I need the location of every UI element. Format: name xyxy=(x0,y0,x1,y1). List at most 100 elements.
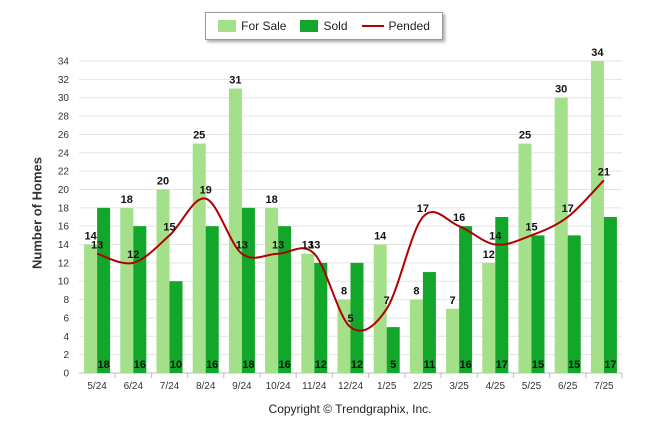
x-tick-label: 10/24 xyxy=(266,381,291,392)
y-tick-label: 12 xyxy=(58,258,70,269)
bar-sold xyxy=(386,327,400,373)
label-for-sale: 18 xyxy=(121,194,133,206)
bar-for-sale xyxy=(84,244,98,373)
y-tick-label: 2 xyxy=(63,350,69,361)
x-tick-label: 4/25 xyxy=(486,381,506,392)
bar-sold xyxy=(603,217,617,373)
label-sold: 15 xyxy=(568,359,580,371)
bar-for-sale xyxy=(337,299,351,373)
y-tick-label: 32 xyxy=(58,75,70,86)
x-tick-label: 1/25 xyxy=(377,381,397,392)
x-tick-label: 12/24 xyxy=(338,381,363,392)
y-tick-label: 26 xyxy=(58,130,70,141)
y-tick-label: 22 xyxy=(58,167,70,178)
bar-sold xyxy=(567,235,581,373)
legend-item-pended[interactable]: Pended xyxy=(361,19,430,33)
y-tick-label: 6 xyxy=(63,313,69,324)
bar-for-sale xyxy=(373,244,387,373)
y-tick-label: 10 xyxy=(58,277,70,288)
label-for-sale: 8 xyxy=(413,286,419,298)
label-for-sale: 14 xyxy=(84,231,97,243)
y-tick-label: 16 xyxy=(58,222,70,233)
bar-for-sale xyxy=(192,143,206,373)
y-tick-label: 8 xyxy=(63,295,69,306)
x-tick-label: 7/25 xyxy=(594,381,614,392)
label-for-sale: 12 xyxy=(483,249,495,261)
label-sold: 18 xyxy=(97,359,109,371)
label-for-sale: 14 xyxy=(374,231,387,243)
x-tick-label: 7/24 xyxy=(160,381,180,392)
bar-for-sale xyxy=(228,88,242,373)
legend: For Sale Sold Pended xyxy=(205,12,443,40)
bar-sold xyxy=(278,226,292,373)
bar-for-sale xyxy=(265,207,279,373)
bar-for-sale xyxy=(409,299,423,373)
bar-for-sale xyxy=(590,61,604,373)
bar-sold xyxy=(531,235,545,373)
legend-label-for-sale: For Sale xyxy=(241,19,287,33)
label-sold: 16 xyxy=(459,359,471,371)
bar-for-sale xyxy=(518,143,532,373)
label-sold: 12 xyxy=(315,359,327,371)
label-sold: 12 xyxy=(351,359,363,371)
pended-line xyxy=(96,179,605,332)
bar-sold xyxy=(459,226,473,373)
label-sold: 11 xyxy=(424,359,436,371)
label-pended: 17 xyxy=(417,203,429,215)
label-pended: 13 xyxy=(236,240,248,252)
y-tick-label: 34 xyxy=(58,57,70,68)
bar-for-sale xyxy=(301,253,315,373)
label-pended: 15 xyxy=(525,221,537,233)
label-pended: 5 xyxy=(347,313,353,325)
y-tick-label: 30 xyxy=(58,93,70,104)
label-pended: 19 xyxy=(200,185,212,197)
label-pended: 21 xyxy=(598,166,610,178)
legend-label-pended: Pended xyxy=(388,19,430,33)
x-tick-label: 6/25 xyxy=(558,381,578,392)
y-tick-label: 4 xyxy=(63,332,69,343)
y-tick-label: 24 xyxy=(58,148,70,159)
label-pended: 16 xyxy=(453,212,465,224)
label-for-sale: 30 xyxy=(555,84,567,96)
bar-sold xyxy=(350,262,364,373)
label-sold: 17 xyxy=(496,359,508,371)
legend-swatch-for-sale xyxy=(218,20,237,32)
x-tick-label: 2/25 xyxy=(413,381,433,392)
label-sold: 18 xyxy=(242,359,254,371)
bar-for-sale xyxy=(446,308,460,373)
x-tick-label: 8/24 xyxy=(196,381,216,392)
x-tick-label: 11/24 xyxy=(302,381,327,392)
label-for-sale: 18 xyxy=(265,194,277,206)
label-for-sale: 25 xyxy=(519,130,531,142)
label-sold: 16 xyxy=(278,359,290,371)
label-pended: 13 xyxy=(272,240,284,252)
label-for-sale: 13 xyxy=(302,240,314,252)
bar-sold xyxy=(422,272,436,373)
bar-sold xyxy=(133,226,147,373)
x-tick-label: 6/24 xyxy=(124,381,144,392)
label-for-sale: 34 xyxy=(591,47,604,59)
legend-item-sold[interactable]: Sold xyxy=(300,19,348,33)
label-sold: 17 xyxy=(604,359,616,371)
bar-sold xyxy=(241,207,255,373)
bar-sold xyxy=(314,262,328,373)
label-pended: 7 xyxy=(384,295,390,307)
bar-for-sale xyxy=(482,262,496,373)
y-tick-label: 18 xyxy=(58,203,70,214)
bar-for-sale xyxy=(120,207,134,373)
bar-sold xyxy=(205,226,219,373)
legend-item-for-sale[interactable]: For Sale xyxy=(218,19,286,33)
label-for-sale: 25 xyxy=(193,130,205,142)
legend-swatch-sold xyxy=(300,20,319,32)
x-tick-label: 3/25 xyxy=(449,381,469,392)
x-tick-label: 9/24 xyxy=(232,381,252,392)
label-sold: 10 xyxy=(170,359,182,371)
label-for-sale: 20 xyxy=(157,175,169,187)
label-sold: 16 xyxy=(134,359,146,371)
label-pended: 13 xyxy=(308,240,320,252)
x-tick-label: 5/24 xyxy=(87,381,107,392)
x-tick-label: 5/25 xyxy=(522,381,542,392)
label-sold: 5 xyxy=(390,359,396,371)
y-tick-label: 20 xyxy=(58,185,70,196)
label-for-sale: 8 xyxy=(341,286,347,298)
